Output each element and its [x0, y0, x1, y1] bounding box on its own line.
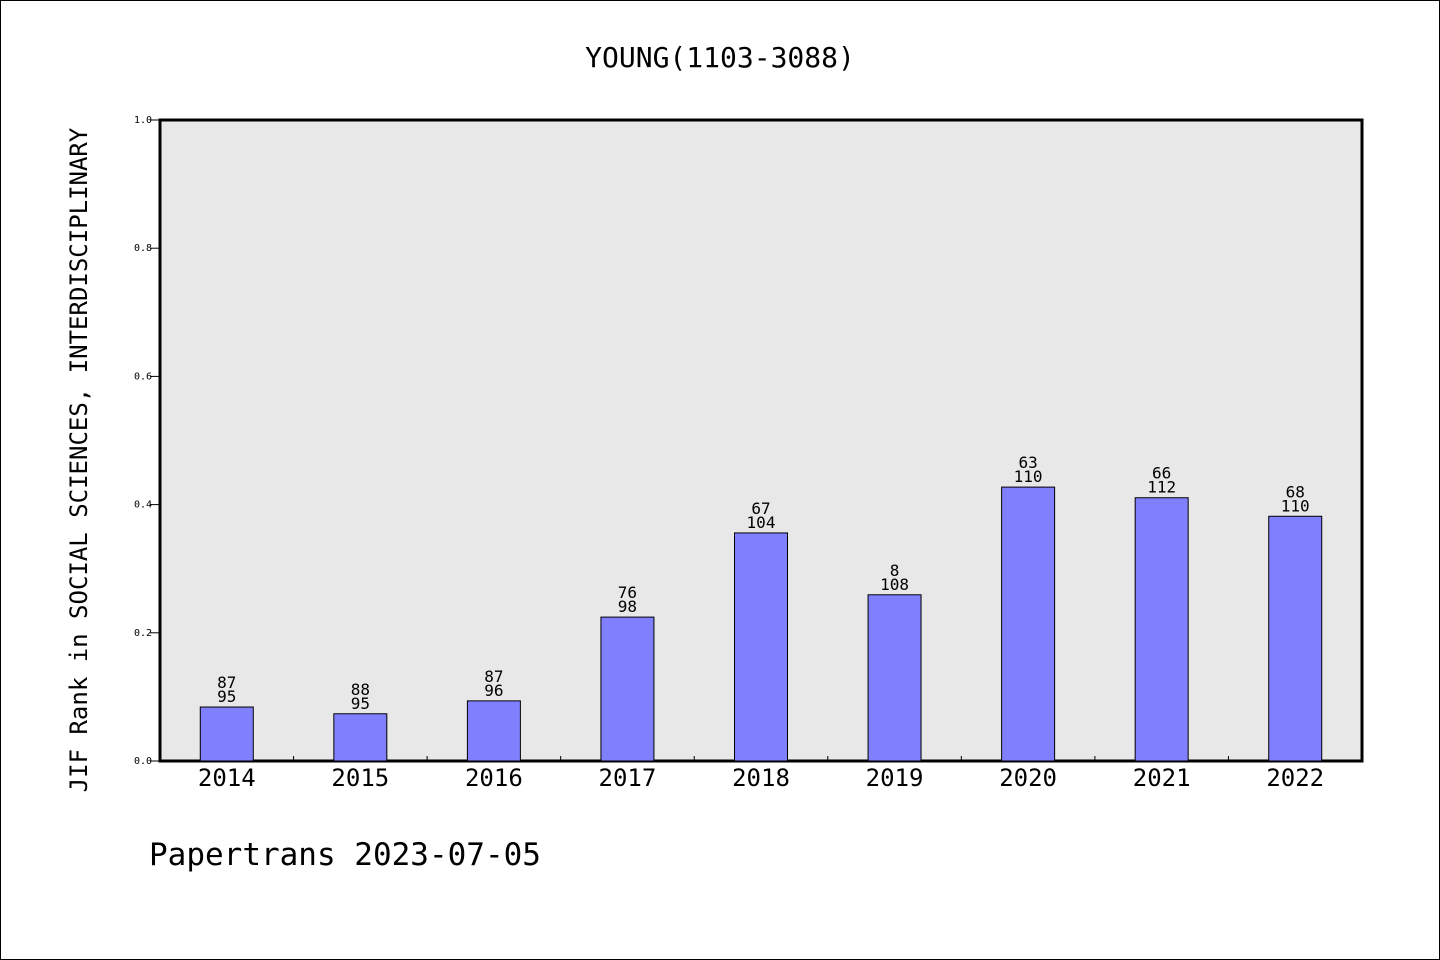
x-tick-label: 2016 — [465, 764, 523, 792]
y-tick-label: 0.8 — [134, 243, 152, 254]
y-tick-label: 0.2 — [134, 628, 152, 639]
bar-2022 — [1268, 515, 1323, 762]
bar-2017 — [600, 616, 655, 762]
bar-rank-label: 8 — [890, 561, 900, 580]
bar-rank-label: 76 — [618, 583, 637, 602]
x-tick-label: 2018 — [732, 764, 790, 792]
bar-2020 — [1001, 486, 1056, 762]
bar-total-label: 104 — [747, 513, 776, 532]
footer-credit: Papertrans 2023-07-05 — [149, 837, 541, 873]
bar-total-label: 98 — [618, 597, 637, 616]
y-axis-label: JIF Rank in SOCIAL SCIENCES, INTERDISCIP… — [65, 127, 93, 792]
bar-2018 — [734, 532, 788, 762]
bar-rank-label: 67 — [751, 499, 770, 518]
bar-2014 — [199, 706, 254, 762]
bar-total-label: 110 — [1281, 496, 1310, 515]
x-axis-ticks — [293, 756, 1229, 761]
bar-total-label: 95 — [351, 694, 370, 713]
y-tick-label: 0.4 — [134, 500, 152, 511]
bars — [199, 486, 1323, 762]
y-tick-label: 0.6 — [134, 371, 152, 382]
bar-rank-label: 87 — [217, 673, 236, 692]
x-tick-label: 2017 — [599, 764, 657, 792]
x-tick-label: 2019 — [866, 764, 924, 792]
x-tick-label: 2015 — [331, 764, 389, 792]
bar-total-label: 96 — [484, 681, 503, 700]
y-tick-label: 0.0 — [134, 756, 152, 767]
bar-total-label: 110 — [1014, 467, 1043, 486]
bar-2021 — [1134, 497, 1189, 762]
x-axis-labels: 2014 2015 2016 2017 2018 2019 2020 2021 2022 — [198, 764, 1324, 792]
x-tick-label: 2022 — [1266, 764, 1324, 792]
bar-2016 — [466, 700, 521, 762]
bar-2019 — [867, 594, 922, 762]
bar-2015 — [333, 713, 388, 762]
bar-rank-label: 63 — [1018, 453, 1037, 472]
y-tick-label: 1.0 — [134, 115, 152, 126]
y-axis-ticks: 0.0 0.2 0.4 0.6 0.8 1.0 — [134, 115, 160, 767]
x-tick-label: 2021 — [1133, 764, 1191, 792]
bar-rank-label: 87 — [484, 667, 503, 686]
bar-total-label: 108 — [880, 575, 909, 594]
chart-title: YOUNG(1103-3088) — [585, 41, 855, 74]
bar-rank-label: 88 — [351, 680, 370, 699]
x-tick-label: 2020 — [999, 764, 1057, 792]
bar-total-label: 112 — [1147, 478, 1176, 497]
bar-total-label: 95 — [217, 687, 236, 706]
x-tick-label: 2014 — [198, 764, 256, 792]
bar-rank-label: 68 — [1286, 482, 1305, 501]
bar-rank-label: 66 — [1152, 464, 1171, 483]
